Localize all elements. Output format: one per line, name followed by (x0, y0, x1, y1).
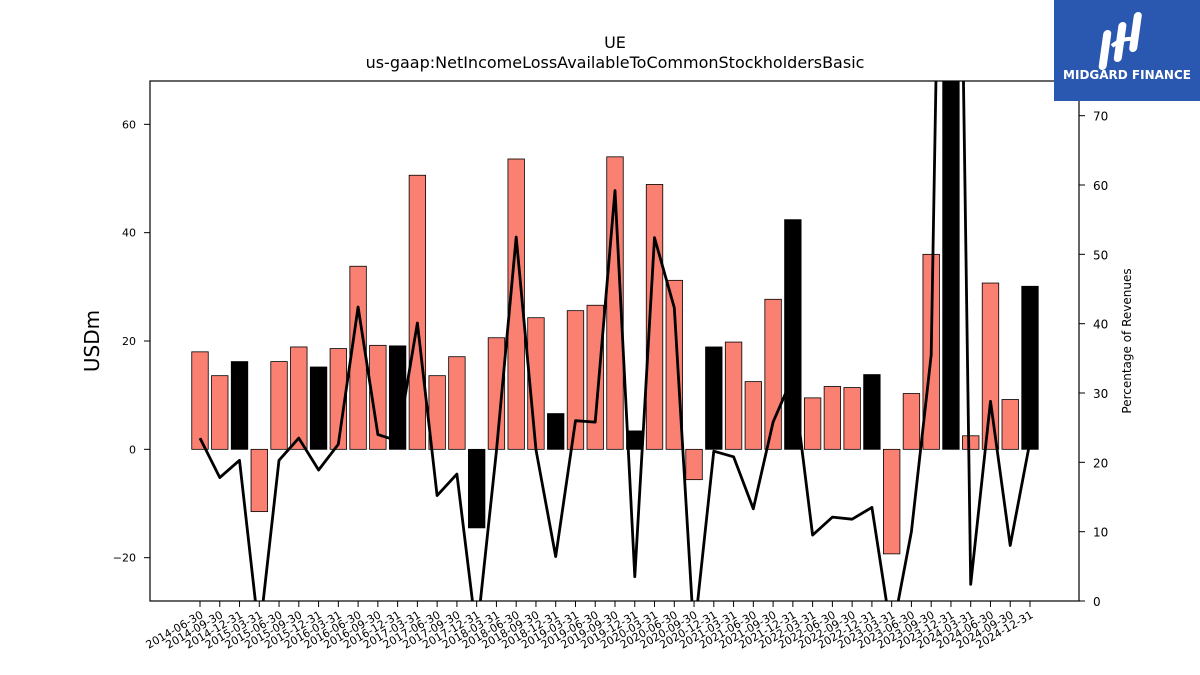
bar-2021-06-30 (744, 381, 762, 450)
y2-tick-label: 20 (1093, 456, 1108, 470)
x-axis: 2014-06-302014-09-302014-12-312015-03-31… (144, 601, 1036, 652)
bar-2024-09-30 (1001, 399, 1019, 450)
y-tick-label: 60 (122, 118, 136, 131)
bar-2017-03-31 (408, 174, 427, 450)
bar-2024-12-31 (1021, 285, 1039, 450)
bar-2024-03-31 (962, 435, 980, 450)
bar-2023-03-31 (883, 448, 901, 555)
y2-tick-label: 10 (1093, 526, 1108, 540)
bar-2021-12-31 (784, 219, 802, 450)
bar-2024-06-30 (981, 282, 1000, 450)
y2-tick-label: 70 (1093, 110, 1108, 124)
y2-tick-label: 30 (1093, 387, 1108, 401)
bar-2021-03-31 (724, 341, 743, 450)
y-tick-label: 40 (122, 227, 136, 240)
logo-text: MIDGARD FINANCE (1063, 68, 1191, 82)
left-y-axis: −20 0 20 40 60 (113, 118, 150, 565)
bar-2014-12-31 (230, 361, 249, 450)
bar-2023-06-30 (902, 393, 921, 450)
right-y-axis-label: Percentage of Revenues (1120, 268, 1134, 413)
y2-tick-label: 0 (1093, 595, 1101, 609)
bar-2019-03-31 (566, 310, 585, 450)
midgard-logo-icon (1098, 12, 1142, 70)
bar-series (191, 81, 1039, 555)
y-tick-label: 0 (129, 443, 136, 456)
bar-2014-06-30 (191, 351, 209, 450)
bar-2015-06-30 (270, 361, 288, 450)
right-y-axis: 0 10 20 30 40 50 60 70 (1079, 110, 1108, 609)
bar-2015-03-31 (250, 448, 268, 513)
y2-tick-label: 60 (1093, 179, 1108, 193)
bar-2014-09-30 (211, 375, 229, 450)
bar-2020-06-30 (665, 279, 683, 450)
bar-2022-06-30 (823, 386, 842, 450)
bar-2018-12-31 (547, 413, 565, 450)
bar-2020-12-31 (705, 346, 723, 450)
chart-subtitle: us-gaap:NetIncomeLossAvailableToCommonSt… (366, 53, 865, 72)
bar-2017-09-30 (448, 356, 466, 450)
bar-2022-09-30 (843, 387, 861, 450)
bar-2020-09-30 (685, 448, 703, 481)
bar-2017-12-31 (468, 448, 486, 529)
bar-2015-12-31 (309, 366, 328, 450)
bar-2018-06-30 (507, 158, 525, 450)
bar-2015-09-30 (290, 346, 308, 450)
bar-2016-06-30 (349, 265, 367, 450)
midgard-finance-logo: MIDGARD FINANCE (1054, 0, 1200, 101)
y-tick-label: −20 (113, 552, 136, 565)
bar-2023-12-31 (942, 81, 960, 450)
percentage-line-series (198, 81, 1032, 601)
bar-2022-03-31 (803, 397, 822, 450)
y2-tick-label: 50 (1093, 248, 1108, 262)
chart-title: UE (604, 33, 626, 52)
bar-2016-09-30 (369, 344, 387, 450)
y2-tick-label: 40 (1093, 318, 1108, 332)
y-tick-label: 20 (122, 335, 136, 348)
bar-2022-12-31 (863, 374, 881, 450)
bar-2019-06-30 (586, 304, 604, 450)
percentage-line (198, 81, 1032, 601)
y-axis-label: USDm (80, 310, 104, 372)
